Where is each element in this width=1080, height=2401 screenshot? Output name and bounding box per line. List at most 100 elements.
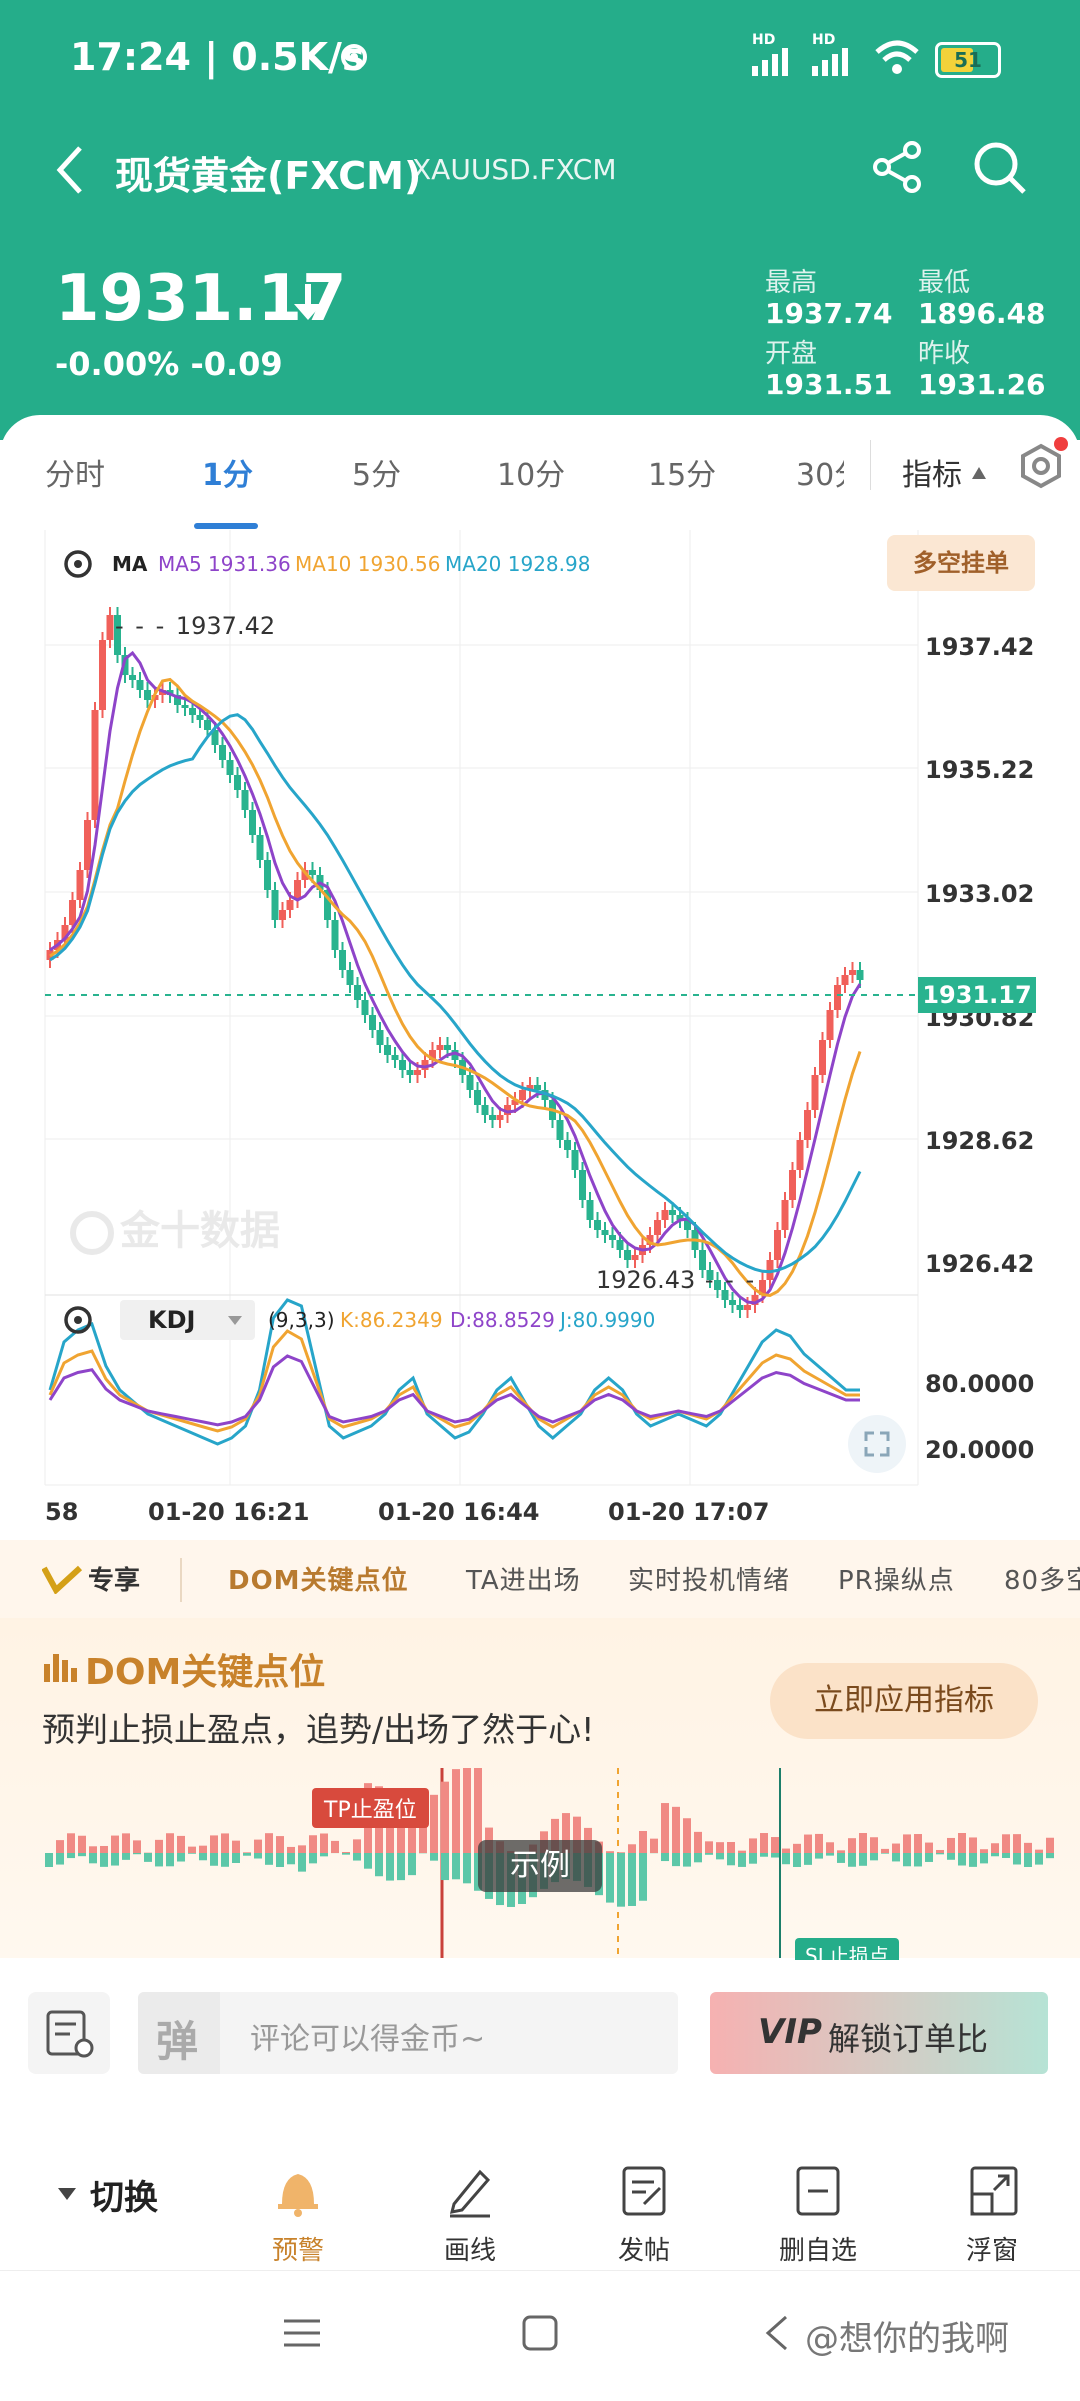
- strategy-dom[interactable]: DOM关键点位: [228, 1560, 409, 1597]
- dom-bar-down: [122, 1853, 130, 1860]
- search-icon[interactable]: [970, 138, 1030, 198]
- dom-bar-down: [716, 1853, 724, 1859]
- dom-bar-down: [760, 1853, 768, 1857]
- dom-bar-down: [804, 1853, 812, 1865]
- candle: [654, 1220, 661, 1235]
- dom-bar-down: [254, 1853, 262, 1859]
- dom-bar-down: [694, 1853, 702, 1862]
- apply-indicator-button[interactable]: 立即应用指标: [770, 1663, 1038, 1739]
- price-tick: 1926.42: [925, 1250, 1034, 1278]
- dom-bar-down: [958, 1853, 966, 1866]
- danmaku-icon: 弹: [156, 2008, 198, 2069]
- dom-bar-down: [408, 1853, 416, 1875]
- dom-bar-down: [980, 1853, 988, 1863]
- dom-bar-up: [67, 1833, 75, 1853]
- unlock-order-ratio-button[interactable]: VIP 解锁订单比: [710, 1992, 1048, 2074]
- dom-bar-up: [628, 1844, 636, 1853]
- back-arrow-icon[interactable]: [50, 140, 90, 200]
- ma-settings-icon[interactable]: [58, 544, 98, 584]
- dom-bar-down: [727, 1853, 735, 1865]
- danmaku-toggle[interactable]: 弹: [138, 1992, 220, 2074]
- dom-bar-down: [155, 1853, 163, 1866]
- fullscreen-button[interactable]: [848, 1415, 906, 1473]
- tab-1min[interactable]: 1分: [202, 450, 253, 494]
- indicator-dropdown-icon: [972, 467, 986, 479]
- dom-bar-up: [122, 1833, 130, 1853]
- dom-bar-up: [188, 1847, 196, 1853]
- dom-bar-up: [331, 1841, 339, 1853]
- tab-indicators[interactable]: 指标: [902, 450, 962, 494]
- tab-timeshare[interactable]: 分时: [45, 450, 105, 494]
- candle: [804, 1110, 811, 1140]
- dom-bar-up: [199, 1846, 207, 1853]
- candle: [474, 1090, 481, 1105]
- candlestick-chart[interactable]: [0, 530, 1080, 1540]
- candle: [354, 985, 361, 1000]
- candle: [744, 1305, 751, 1310]
- dom-bar-down: [199, 1853, 207, 1860]
- candle: [287, 900, 294, 910]
- dom-bar-up: [309, 1835, 317, 1853]
- tab-15min[interactable]: 15分: [648, 450, 716, 494]
- tab-10min[interactable]: 10分: [497, 450, 565, 494]
- long-short-orders-button[interactable]: 多空挂单: [887, 535, 1035, 591]
- dom-bar-down: [265, 1853, 273, 1865]
- dom-bar-down: [375, 1853, 383, 1876]
- dom-bar-up: [276, 1836, 284, 1853]
- dom-bar-up: [881, 1849, 889, 1853]
- time-label: 58: [45, 1498, 78, 1526]
- watermark-logo: 金十数据: [70, 1198, 280, 1256]
- candle: [609, 1235, 616, 1240]
- back-icon[interactable]: [758, 2311, 798, 2355]
- dom-bar-up: [848, 1838, 856, 1853]
- tab-5min[interactable]: 5分: [352, 450, 401, 494]
- menu-icon[interactable]: [280, 2311, 324, 2355]
- order-book-button[interactable]: [28, 1992, 110, 2074]
- float-window-tool[interactable]: 浮窗: [942, 2160, 1042, 2267]
- down-arrow-icon: [290, 280, 326, 326]
- alert-tool[interactable]: 预警: [248, 2160, 348, 2267]
- kdj-selector[interactable]: KDJ: [120, 1300, 255, 1340]
- page-title: 现货黄金(FXCM): [115, 145, 421, 200]
- kdj-settings-icon[interactable]: [58, 1300, 98, 1340]
- dom-bar-up: [221, 1833, 229, 1853]
- share-icon[interactable]: [870, 140, 924, 194]
- kdj-params: (9,3,3): [268, 1308, 335, 1332]
- comment-input[interactable]: 弹 评论可以得金币~: [138, 1992, 678, 2074]
- remove-watchlist-tool[interactable]: 删自选: [768, 2160, 868, 2267]
- tab-30min[interactable]: 30分: [796, 450, 844, 494]
- tp-label: TP止盈位: [312, 1788, 429, 1828]
- dom-bar-up: [936, 1850, 944, 1853]
- home-icon[interactable]: [518, 2311, 562, 2355]
- strategy-ta[interactable]: TA进出场: [466, 1560, 581, 1597]
- dom-bar-up: [1046, 1838, 1054, 1853]
- vip-v-icon: [42, 1564, 82, 1594]
- dom-bar-down: [1046, 1853, 1054, 1858]
- dom-bar-up: [1013, 1834, 1021, 1853]
- draw-line-tool[interactable]: 画线: [420, 2160, 520, 2267]
- candle: [489, 1115, 496, 1120]
- candle: [602, 1230, 609, 1235]
- candle: [107, 615, 114, 640]
- strategy-sentiment[interactable]: 实时投机情绪: [628, 1560, 790, 1597]
- dom-bar-up: [837, 1850, 845, 1853]
- dom-bar-up: [342, 1852, 350, 1853]
- dom-bar-up: [705, 1841, 713, 1853]
- dom-bar-up: [716, 1842, 724, 1853]
- dom-bar-up: [89, 1846, 97, 1853]
- switch-button[interactable]: 切换: [90, 2170, 158, 2219]
- bottom-toolbar: 切换 预警 画线 发帖 删自选: [0, 2080, 1080, 2280]
- strategy-pr[interactable]: PR操纵点: [838, 1560, 955, 1597]
- dom-bar-down: [430, 1853, 438, 1861]
- candle: [347, 970, 354, 985]
- float-window-icon: [962, 2160, 1022, 2220]
- post-tool[interactable]: 发帖: [594, 2160, 694, 2267]
- dom-bar-up: [452, 1769, 460, 1853]
- low-value: 1896.48: [918, 297, 1046, 330]
- post-label: 发帖: [594, 2230, 694, 2267]
- chart-area[interactable]: MA MA5 1931.36 MA10 1930.56 MA20 1928.98…: [0, 530, 1080, 1540]
- strategy-80[interactable]: 80多空: [1004, 1560, 1080, 1597]
- dom-bar-down: [298, 1853, 306, 1872]
- dom-bar-down: [705, 1853, 713, 1855]
- candle: [819, 1040, 826, 1075]
